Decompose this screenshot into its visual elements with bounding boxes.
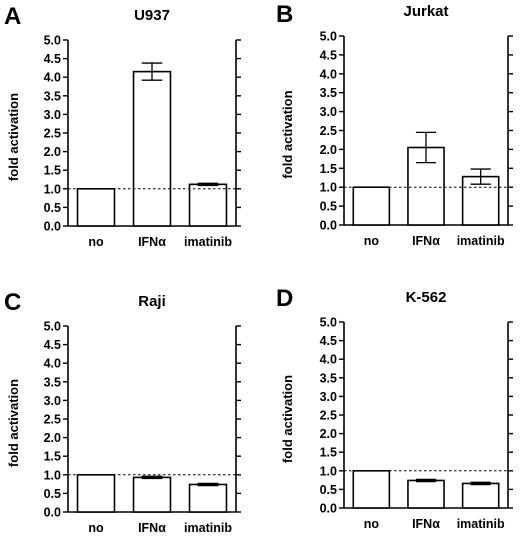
y-axis-label: fold activation — [6, 93, 21, 181]
bar-0 — [352, 469, 391, 509]
y-tick-label: 3.0 — [44, 108, 61, 122]
bar-2 — [188, 483, 228, 513]
y-tick-label: 2.0 — [44, 431, 61, 445]
category-label: no — [88, 235, 104, 249]
y-tick-label: 4.5 — [44, 338, 61, 352]
y-tick-label: 3.5 — [44, 375, 61, 389]
category-label: IFNα — [412, 517, 440, 531]
y-tick-label: 2.5 — [320, 124, 337, 138]
y-tick-label: 1.5 — [44, 164, 61, 178]
y-tick-label: 5.0 — [320, 30, 337, 44]
bar-1 — [132, 476, 172, 513]
y-axis-label: fold activation — [280, 375, 295, 463]
y-tick-label: 2.5 — [44, 413, 61, 427]
y-tick-label: 4.5 — [320, 334, 337, 348]
category-label: imatinib — [184, 235, 232, 249]
y-axis-label: fold activation — [280, 90, 295, 178]
panel-letter: A — [4, 3, 21, 30]
y-tick-label: 2.0 — [44, 145, 61, 159]
bar-2 — [188, 183, 228, 227]
category-label: imatinib — [184, 521, 232, 535]
y-tick-label: 1.0 — [44, 182, 61, 196]
bar-2 — [461, 482, 500, 509]
y-axis-label: fold activation — [6, 379, 21, 467]
y-tick-label: 4.5 — [320, 48, 337, 62]
y-tick-label: 3.5 — [320, 371, 337, 385]
bar-1 — [132, 70, 172, 227]
y-tick-label: 3.0 — [320, 105, 337, 119]
y-tick-label: 2.0 — [320, 143, 337, 157]
category-label: no — [364, 234, 380, 248]
y-tick-label: 0.0 — [44, 506, 61, 520]
category-label: no — [364, 517, 380, 531]
y-tick-label: 5.0 — [44, 320, 61, 334]
y-tick-label: 1.5 — [320, 162, 337, 176]
y-tick-label: 0.5 — [44, 201, 61, 215]
y-tick-label: 5.0 — [44, 34, 61, 48]
y-tick-label: 2.5 — [320, 409, 337, 423]
y-tick-label: 0.0 — [320, 502, 337, 516]
y-tick-label: 4.5 — [44, 52, 61, 66]
y-tick-label: 1.0 — [44, 468, 61, 482]
bar-0 — [76, 188, 116, 227]
y-tick-label: 2.5 — [44, 127, 61, 141]
y-tick-label: 3.0 — [44, 394, 61, 408]
y-tick-label: 1.5 — [44, 450, 61, 464]
chart-panel-d: D K-562 0.0 0.5 1.0 1.5 2.0 2.5 3.0 3.5 4.0 4.5 5.0 f… — [276, 285, 513, 531]
bar-0 — [352, 186, 391, 226]
y-tick-label: 4.0 — [44, 71, 61, 85]
chart-title: U937 — [134, 7, 170, 24]
bar-0 — [76, 473, 116, 513]
category-label: imatinib — [457, 517, 505, 531]
chart-title: K-562 — [406, 289, 447, 306]
y-tick-label: 1.5 — [320, 446, 337, 460]
y-tick-label: 3.5 — [44, 89, 61, 103]
chart-panel-b: B Jurkat 0.0 0.5 1.0 1.5 2.0 2.5 3.0 3.5 4.0 4.5 5.0… — [276, 1, 513, 248]
category-label: imatinib — [457, 234, 505, 248]
category-label: IFNα — [412, 234, 440, 248]
y-tick-label: 3.0 — [320, 390, 337, 404]
chart-title: Jurkat — [403, 3, 448, 20]
bar-1 — [407, 479, 445, 509]
panel-letter: D — [276, 285, 293, 312]
y-tick-label: 0.5 — [320, 200, 337, 214]
category-label: IFNα — [138, 235, 166, 249]
y-tick-label: 0.0 — [320, 219, 337, 233]
chart-panel-c: C Raji 0.0 0.5 1.0 1.5 2.0 2.5 3.0 3.5 4.0 4.5 5.0 fo… — [4, 289, 241, 535]
y-tick-label: 0.5 — [44, 487, 61, 501]
chart-panel-a: A U937 0.0 0.5 1.0 1.5 2.0 2.5 3.0 3.5 4.0 4.5 5.0 fo… — [4, 3, 241, 249]
chart-title: Raji — [138, 293, 166, 310]
y-tick-label: 3.5 — [320, 86, 337, 100]
y-tick-label: 4.0 — [320, 353, 337, 367]
y-tick-label: 4.0 — [44, 357, 61, 371]
panel-letter: C — [4, 289, 21, 316]
category-label: no — [88, 521, 104, 535]
category-label: IFNα — [138, 521, 166, 535]
y-tick-label: 5.0 — [320, 316, 337, 330]
y-tick-label: 0.0 — [44, 220, 61, 234]
panel-letter: B — [276, 1, 293, 28]
y-tick-label: 4.0 — [320, 67, 337, 81]
y-tick-label: 1.0 — [320, 464, 337, 478]
y-tick-label: 0.5 — [320, 483, 337, 497]
y-tick-label: 1.0 — [320, 181, 337, 195]
y-tick-label: 2.0 — [320, 427, 337, 441]
